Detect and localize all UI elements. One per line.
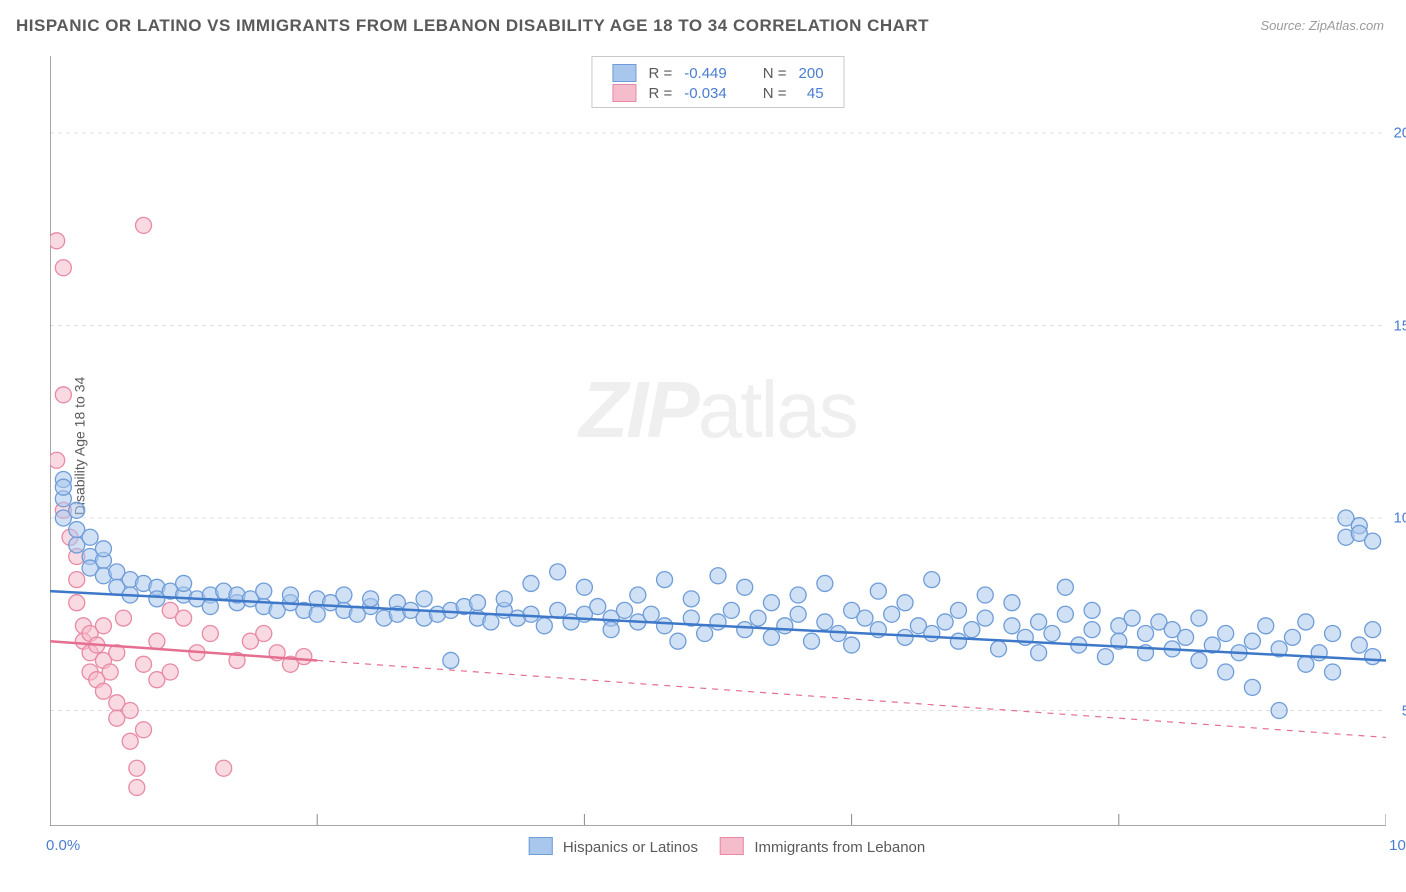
y-tick-label: 20.0% bbox=[1390, 125, 1406, 142]
x-tick-max: 100.0% bbox=[1389, 837, 1406, 854]
series-legend: Hispanics or Latinos Immigrants from Leb… bbox=[511, 837, 926, 856]
legend-row-lebanon: R = -0.034 N = 45 bbox=[606, 83, 829, 103]
r-value-lebanon: -0.034 bbox=[678, 83, 733, 103]
y-tick-label: 5.0% bbox=[1390, 702, 1406, 719]
series-label-hispanic: Hispanics or Latinos bbox=[563, 839, 698, 856]
chart-title: HISPANIC OR LATINO VS IMMIGRANTS FROM LE… bbox=[16, 16, 929, 36]
correlation-legend: R = -0.449 N = 200 R = -0.034 N = 45 bbox=[591, 56, 844, 108]
scatter-plot-svg bbox=[50, 56, 1386, 826]
chart-area: ZIPatlas R = -0.449 N = 200 R = -0.034 N… bbox=[50, 56, 1386, 826]
y-tick-label: 15.0% bbox=[1390, 317, 1406, 334]
r-value-hispanic: -0.449 bbox=[678, 63, 733, 83]
x-tick-min: 0.0% bbox=[46, 837, 80, 854]
swatch-lebanon bbox=[612, 84, 636, 102]
y-tick-label: 10.0% bbox=[1390, 510, 1406, 527]
swatch-hispanic-bottom bbox=[529, 837, 553, 855]
swatch-hispanic bbox=[612, 64, 636, 82]
n-value-hispanic: 200 bbox=[793, 63, 830, 83]
n-value-lebanon: 45 bbox=[793, 83, 830, 103]
swatch-lebanon-bottom bbox=[720, 837, 744, 855]
series-label-lebanon: Immigrants from Lebanon bbox=[754, 839, 925, 856]
legend-row-hispanic: R = -0.449 N = 200 bbox=[606, 63, 829, 83]
source-label: Source: ZipAtlas.com bbox=[1260, 18, 1384, 33]
